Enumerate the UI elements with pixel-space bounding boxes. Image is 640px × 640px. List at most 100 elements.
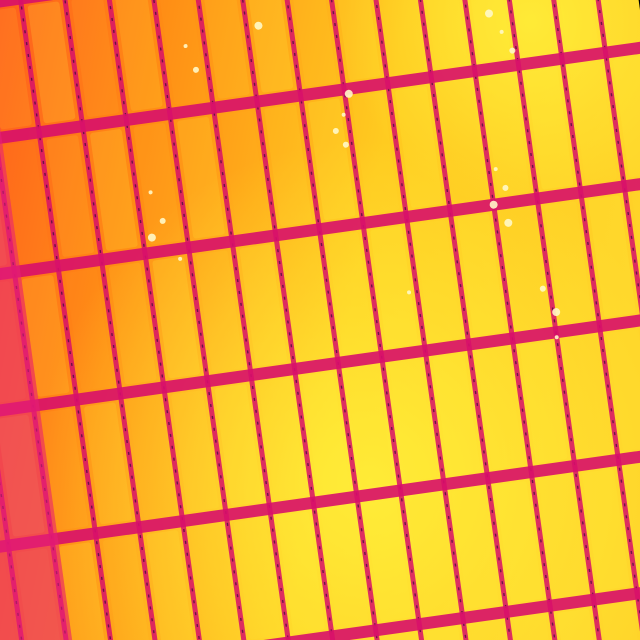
cell-shade (214, 384, 263, 506)
column-seam-core (536, 0, 640, 640)
cell-shade (326, 232, 375, 354)
cell-shade (40, 408, 89, 531)
hotspot (489, 200, 498, 209)
cell-shade (283, 238, 331, 360)
hotspot (192, 66, 199, 73)
cell-shade (177, 116, 225, 239)
cell-shade (463, 0, 511, 62)
cell-shade (258, 378, 306, 500)
cell-shade (171, 390, 219, 512)
hotspot (502, 184, 509, 191)
cell-shade (544, 201, 593, 324)
column-seam-core (231, 0, 345, 640)
cell-shade (158, 0, 206, 105)
cell-shade (46, 135, 95, 257)
row-seam (0, 567, 640, 640)
cell-shade (501, 207, 549, 330)
cell-shade (413, 219, 462, 342)
cell-shade (582, 468, 630, 591)
hotspot (552, 308, 561, 317)
cell-shade (351, 92, 400, 214)
cell-shade (202, 0, 250, 99)
row-seam (0, 32, 640, 159)
hotspot (332, 127, 339, 134)
cell-shade (59, 542, 107, 640)
hotspot (183, 44, 188, 49)
column-seam-core (188, 0, 302, 640)
hotspot (341, 112, 346, 117)
cell-shade (364, 499, 412, 622)
cell-shade (557, 608, 605, 640)
cell-shade (407, 493, 456, 615)
cell-shade (345, 365, 394, 488)
column-seam-core (14, 0, 127, 640)
cell-shade (320, 505, 369, 628)
hotspot (342, 141, 349, 148)
cell-shade (419, 0, 468, 69)
row-seam (0, 166, 640, 293)
hotspot (484, 9, 493, 18)
cell-shade (395, 86, 443, 208)
hotspot (159, 217, 166, 224)
cell-shade (152, 256, 200, 379)
cell-shade (302, 372, 350, 494)
cell-shade (190, 524, 238, 640)
cell-shade (65, 268, 113, 391)
column-seam-core (406, 0, 519, 640)
hotspot (254, 21, 263, 30)
row-seam (0, 433, 640, 560)
cell-shade (146, 530, 194, 640)
cell-shade (239, 244, 288, 366)
cell-shade (102, 536, 151, 640)
cell-shade (451, 487, 499, 609)
column-seam-core (275, 0, 389, 640)
cell-shade (519, 341, 568, 463)
cell-shade (3, 141, 51, 263)
hotspots (147, 9, 561, 340)
cell-shade (594, 0, 640, 44)
cell-shade (90, 129, 138, 251)
hotspot (554, 335, 559, 340)
cell-shade (308, 98, 356, 221)
cell-shade (550, 0, 599, 50)
row-seam (0, 300, 640, 427)
cell-shade (245, 0, 294, 93)
column-seam-core (493, 0, 607, 640)
cell-shade (114, 0, 163, 111)
cell-shade (233, 517, 282, 640)
column-seam-core (101, 0, 214, 640)
cell-shade (289, 0, 337, 87)
column-seam-core (449, 0, 563, 640)
hotspot (344, 89, 353, 98)
column-seam-core (580, 0, 640, 640)
hotspot (148, 190, 153, 195)
cell-shade (264, 104, 312, 227)
cell-shade (569, 61, 617, 184)
column-seam-core (144, 0, 258, 640)
cell-shade (613, 55, 640, 178)
cell-shade (84, 402, 132, 525)
cell-shade (376, 0, 424, 75)
cell-shade (538, 475, 587, 597)
cell-shade (476, 347, 524, 470)
hotspot (509, 47, 516, 54)
column-seam-core (362, 0, 476, 640)
cell-shade (277, 511, 325, 634)
cell-shade (525, 67, 574, 190)
cell-shade (457, 213, 505, 336)
hotspot (147, 233, 156, 242)
hotspot (178, 256, 183, 261)
hotspot (504, 218, 513, 227)
cell-shade (27, 1, 76, 124)
cell-shade (432, 353, 481, 476)
cell-shade (332, 0, 381, 81)
cell-shade (495, 481, 543, 603)
cell-shade (133, 123, 182, 245)
cell-shade (607, 329, 640, 451)
cell-shade (220, 110, 269, 233)
cell-shade (0, 7, 32, 130)
column-seam-core (57, 0, 171, 640)
cell-shade (438, 80, 487, 202)
